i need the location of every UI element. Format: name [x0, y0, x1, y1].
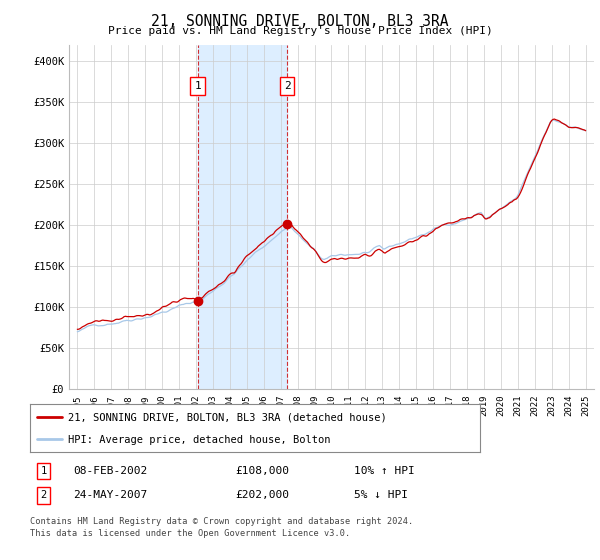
Text: 2: 2	[284, 81, 290, 91]
Text: HPI: Average price, detached house, Bolton: HPI: Average price, detached house, Bolt…	[68, 435, 331, 445]
Text: 2: 2	[40, 490, 47, 500]
Text: £202,000: £202,000	[235, 490, 289, 500]
Text: 5% ↓ HPI: 5% ↓ HPI	[354, 490, 408, 500]
Text: 21, SONNING DRIVE, BOLTON, BL3 3RA (detached house): 21, SONNING DRIVE, BOLTON, BL3 3RA (deta…	[68, 413, 387, 423]
Text: Contains HM Land Registry data © Crown copyright and database right 2024.: Contains HM Land Registry data © Crown c…	[30, 517, 413, 526]
Bar	[198, 45, 287, 389]
Text: 24-MAY-2007: 24-MAY-2007	[73, 490, 148, 500]
Text: 08-FEB-2002: 08-FEB-2002	[73, 466, 148, 476]
Text: 21, SONNING DRIVE, BOLTON, BL3 3RA: 21, SONNING DRIVE, BOLTON, BL3 3RA	[151, 14, 449, 29]
Text: 1: 1	[194, 81, 201, 91]
Text: Price paid vs. HM Land Registry's House Price Index (HPI): Price paid vs. HM Land Registry's House …	[107, 26, 493, 36]
Text: This data is licensed under the Open Government Licence v3.0.: This data is licensed under the Open Gov…	[30, 529, 350, 538]
Text: 10% ↑ HPI: 10% ↑ HPI	[354, 466, 415, 476]
Text: £108,000: £108,000	[235, 466, 289, 476]
Text: 1: 1	[40, 466, 47, 476]
